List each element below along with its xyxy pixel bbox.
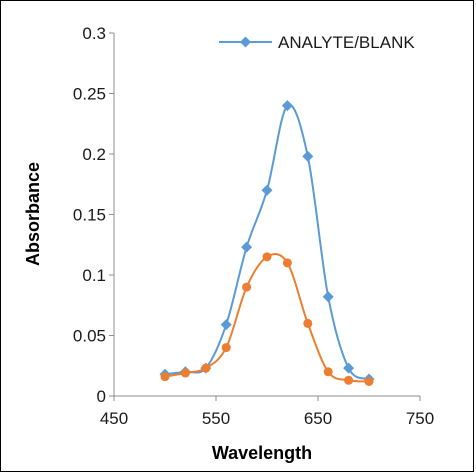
data-point-circle [180,368,190,378]
data-point-diamond [220,319,232,331]
y-tick-label: 0.1 [82,266,106,285]
series-line-1 [164,103,370,381]
data-point-circle [323,367,333,377]
y-axis-title: Absorbance [23,162,43,266]
data-point-diamond [302,150,314,162]
data-point-circle [344,375,354,385]
axis-ticks: 0 0.05 0.1 0.15 0.2 0.25 0.3 450 550 650 750 [73,24,434,428]
plot-area: 0 0.05 0.1 0.15 0.2 0.25 0.3 450 550 650 750 [73,24,434,428]
data-point-diamond [281,100,293,112]
y-tick-label: 0.3 [82,24,106,43]
y-tick-label: 0.2 [82,145,106,164]
legend: ANALYTE/BLANK [219,33,415,52]
data-point-diamond [241,241,253,253]
legend-label: ANALYTE/BLANK [278,33,415,52]
x-tick-label: 650 [304,409,332,428]
data-point-circle [364,376,374,386]
y-tick-label: 0.25 [73,85,106,104]
data-point-diamond [343,362,355,374]
x-tick-label: 450 [100,409,128,428]
data-point-circle [221,343,231,353]
y-tick-label: 0 [97,387,106,406]
legend-swatch-diamond [240,36,251,48]
data-point-circle [201,363,211,373]
data-point-diamond [322,291,334,303]
x-tick-label: 550 [202,409,230,428]
y-tick-label: 0.15 [73,206,106,225]
data-point-circle [303,318,313,328]
series-lines [159,100,375,386]
x-axis-title: Wavelength [212,443,312,463]
data-point-circle [282,258,292,268]
x-tick-label: 750 [406,409,434,428]
data-point-circle [262,252,272,262]
series-line-2 [164,253,370,383]
data-point-diamond [261,184,273,196]
y-tick-label: 0.05 [73,327,106,346]
data-point-circle [160,372,170,382]
data-point-circle [242,282,252,292]
